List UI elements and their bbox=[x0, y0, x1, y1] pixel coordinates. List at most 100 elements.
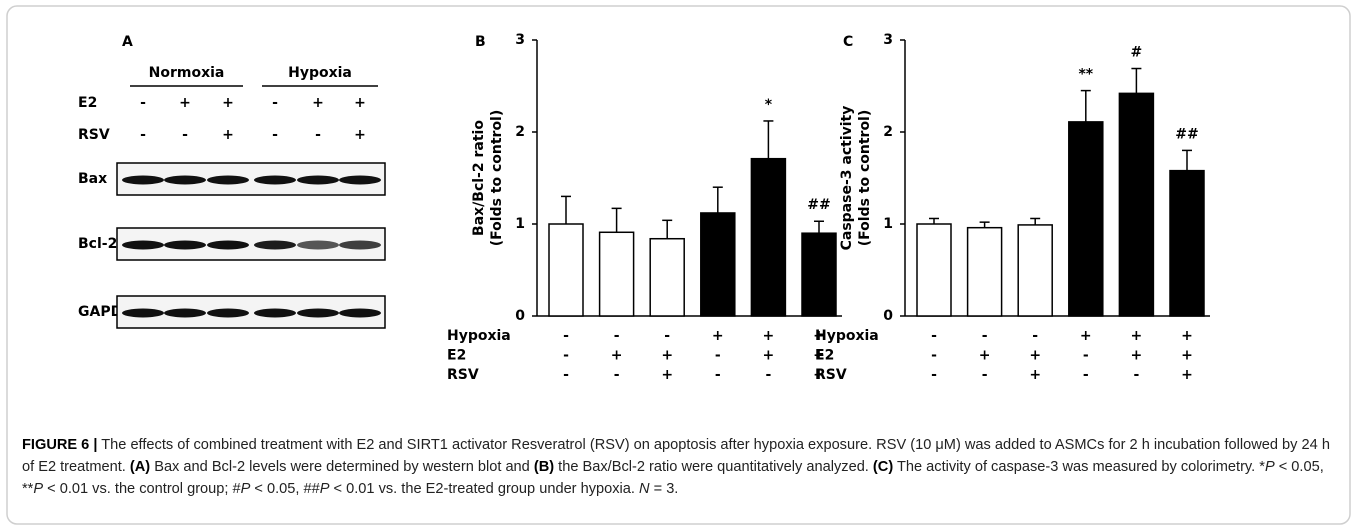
blot-band bbox=[164, 176, 206, 185]
condition-sign: + bbox=[1080, 328, 1092, 344]
condition-sign: - bbox=[614, 328, 620, 344]
blot-band bbox=[339, 309, 381, 318]
y-axis-label: (Folds to control) bbox=[857, 110, 873, 247]
significance-label: ## bbox=[1175, 126, 1198, 142]
condition-sign: - bbox=[982, 328, 988, 344]
y-tick-label: 3 bbox=[883, 32, 893, 48]
condition-sign: + bbox=[1181, 348, 1193, 364]
y-axis-label: Bax/Bcl-2 ratio bbox=[471, 120, 487, 236]
caption-run: (A) bbox=[130, 459, 150, 475]
condition-sign: + bbox=[1181, 328, 1193, 344]
caption-run: The activity of caspase-3 was measured b… bbox=[893, 459, 1265, 475]
condition-sign: + bbox=[611, 348, 623, 364]
condition-sign: + bbox=[763, 348, 775, 364]
caption-run: = 3. bbox=[650, 481, 679, 497]
caption-run: Bax and Bcl-2 levels were determined by … bbox=[150, 459, 534, 475]
caption-run: P bbox=[1265, 459, 1275, 475]
blot-label: Bax bbox=[78, 171, 107, 187]
blot-band bbox=[207, 241, 249, 250]
blot-band bbox=[254, 309, 296, 318]
blot-label: Bcl-2 bbox=[78, 236, 117, 252]
condition-sign: - bbox=[715, 348, 721, 364]
condition-sign: - bbox=[1032, 328, 1038, 344]
blot-band bbox=[207, 176, 249, 185]
condition-sign: - bbox=[272, 95, 278, 111]
significance-label: ** bbox=[1078, 67, 1093, 83]
blot-band bbox=[207, 309, 249, 318]
caption-run: FIGURE 6 | bbox=[22, 437, 97, 453]
group-label: Normoxia bbox=[149, 65, 225, 81]
condition-sign: + bbox=[661, 348, 673, 364]
condition-sign: + bbox=[1029, 367, 1041, 383]
panel-label: C bbox=[843, 34, 853, 50]
bar bbox=[968, 228, 1002, 316]
y-tick-label: 0 bbox=[515, 308, 525, 324]
caption-run: (B) bbox=[534, 459, 554, 475]
y-tick-label: 1 bbox=[883, 216, 893, 232]
condition-sign: - bbox=[982, 367, 988, 383]
condition-sign: - bbox=[1133, 367, 1139, 383]
condition-sign: - bbox=[1083, 348, 1089, 364]
condition-sign: - bbox=[614, 367, 620, 383]
condition-sign: + bbox=[312, 95, 324, 111]
significance-label: ## bbox=[807, 197, 830, 213]
panel-label: B bbox=[475, 34, 486, 50]
caption-run: < 0.05, ## bbox=[250, 481, 319, 497]
condition-sign: + bbox=[1029, 348, 1041, 364]
y-axis-label: Caspase-3 activity bbox=[839, 106, 855, 251]
condition-sign: - bbox=[931, 367, 937, 383]
blot-band bbox=[297, 309, 339, 318]
condition-sign: + bbox=[1131, 348, 1143, 364]
condition-sign: - bbox=[1083, 367, 1089, 383]
significance-label: * bbox=[765, 97, 773, 113]
blot-band bbox=[122, 309, 164, 318]
caption-run: the Bax/Bcl-2 ratio were quantitatively … bbox=[554, 459, 873, 475]
page: A Normoxia Hypoxia E2 - + + - + + RSV - - + - - + Bax Bcl-… bbox=[0, 0, 1358, 531]
caption-run: (C) bbox=[873, 459, 893, 475]
condition-sign: + bbox=[222, 127, 234, 143]
blot-band bbox=[254, 176, 296, 185]
panel-label: A bbox=[122, 34, 133, 50]
blot-band bbox=[122, 176, 164, 185]
blot-band bbox=[339, 241, 381, 250]
caption-run: P bbox=[241, 481, 251, 497]
blot-band bbox=[164, 309, 206, 318]
bar bbox=[917, 224, 951, 316]
condition-label: E2 bbox=[447, 348, 466, 364]
caption-run: P bbox=[33, 481, 43, 497]
condition-label: Hypoxia bbox=[815, 328, 879, 344]
significance-label: # bbox=[1131, 45, 1143, 61]
y-tick-label: 1 bbox=[515, 216, 525, 232]
condition-sign: - bbox=[664, 328, 670, 344]
bar bbox=[650, 239, 684, 316]
caption-run: < 0.01 vs. the control group; # bbox=[43, 481, 241, 497]
condition-label: RSV bbox=[78, 127, 110, 143]
blot-band bbox=[254, 241, 296, 250]
bar bbox=[701, 213, 735, 316]
blot-band bbox=[339, 176, 381, 185]
condition-label: RSV bbox=[815, 367, 847, 383]
condition-sign: + bbox=[354, 127, 366, 143]
condition-sign: - bbox=[272, 127, 278, 143]
condition-sign: - bbox=[931, 348, 937, 364]
caption-run: P bbox=[320, 481, 330, 497]
bar bbox=[802, 233, 836, 316]
condition-sign: - bbox=[315, 127, 321, 143]
condition-sign: - bbox=[563, 328, 569, 344]
blot-band bbox=[122, 241, 164, 250]
y-tick-label: 0 bbox=[883, 308, 893, 324]
condition-label: E2 bbox=[78, 95, 97, 111]
condition-sign: - bbox=[182, 127, 188, 143]
condition-sign: + bbox=[222, 95, 234, 111]
condition-sign: - bbox=[563, 367, 569, 383]
caption-run: N bbox=[639, 481, 650, 497]
condition-label: RSV bbox=[447, 367, 479, 383]
blot-band bbox=[297, 176, 339, 185]
bar bbox=[1170, 171, 1204, 316]
blot-band bbox=[297, 241, 339, 250]
y-tick-label: 3 bbox=[515, 32, 525, 48]
condition-sign: + bbox=[979, 348, 991, 364]
condition-sign: - bbox=[931, 328, 937, 344]
condition-sign: - bbox=[715, 367, 721, 383]
y-tick-label: 2 bbox=[883, 124, 893, 140]
